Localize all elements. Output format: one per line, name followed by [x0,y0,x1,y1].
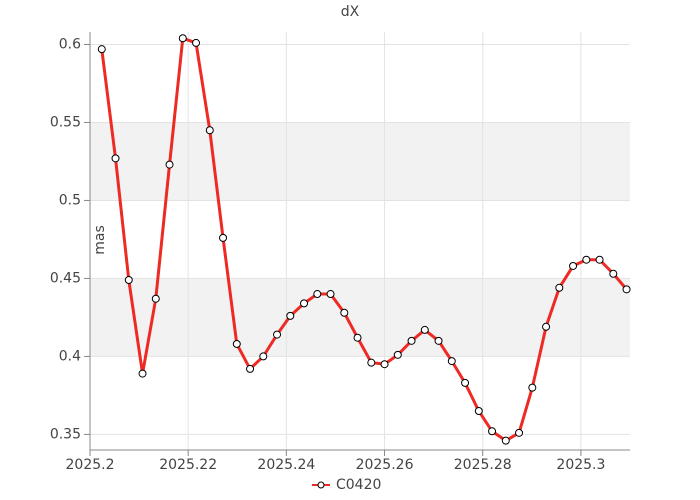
data-point [340,308,349,317]
data-point [447,357,456,366]
y-tick-label: 0.55 [50,114,81,130]
data-point [569,261,578,270]
data-point [97,45,106,54]
data-point [555,283,564,292]
data-point [407,336,416,345]
data-point [515,428,524,437]
y-tick-label: 0.4 [59,348,81,364]
data-point [326,290,335,299]
band [90,122,630,201]
data-point [286,311,295,320]
data-point [219,233,228,242]
data-point [367,358,376,367]
data-point [595,255,604,264]
x-tick-label: 2025.28 [454,457,512,473]
data-point [300,299,309,308]
x-tick-label: 2025.26 [356,457,414,473]
data-point [124,275,133,284]
data-point [205,126,214,135]
data-point [420,325,429,334]
x-tick-label: 2025.3 [556,457,605,473]
y-tick-label: 0.5 [59,192,81,208]
y-axis-label: mas [92,225,108,255]
data-point [622,285,631,294]
x-tick-label: 2025.22 [159,457,217,473]
legend-label: C0420 [336,477,381,493]
data-point [582,255,591,264]
data-point [246,364,255,373]
y-tick-label: 0.45 [50,270,81,286]
data-point [501,436,510,445]
data-point [353,333,362,342]
data-point [111,154,120,163]
data-point [138,369,147,378]
chart-title: dX [341,4,360,20]
data-point [380,360,389,369]
legend-marker [317,481,325,489]
data-point [542,322,551,331]
series-line [100,36,628,443]
data-point [151,294,160,303]
data-point [474,407,483,416]
data-point [232,339,241,348]
x-tick-label: 2025.24 [257,457,315,473]
data-point [488,427,497,436]
data-point [609,269,618,278]
data-point [178,34,187,43]
data-point [393,350,402,359]
y-tick-label: 0.35 [50,426,81,442]
data-point [165,160,174,169]
data-point [434,336,443,345]
data-point [259,352,268,361]
x-tick-label: 2025.2 [66,457,115,473]
data-point [461,378,470,387]
data-point [313,290,322,299]
data-point [273,330,282,339]
data-point [192,38,201,47]
y-tick-label: 0.6 [59,36,81,52]
data-point [528,383,537,392]
